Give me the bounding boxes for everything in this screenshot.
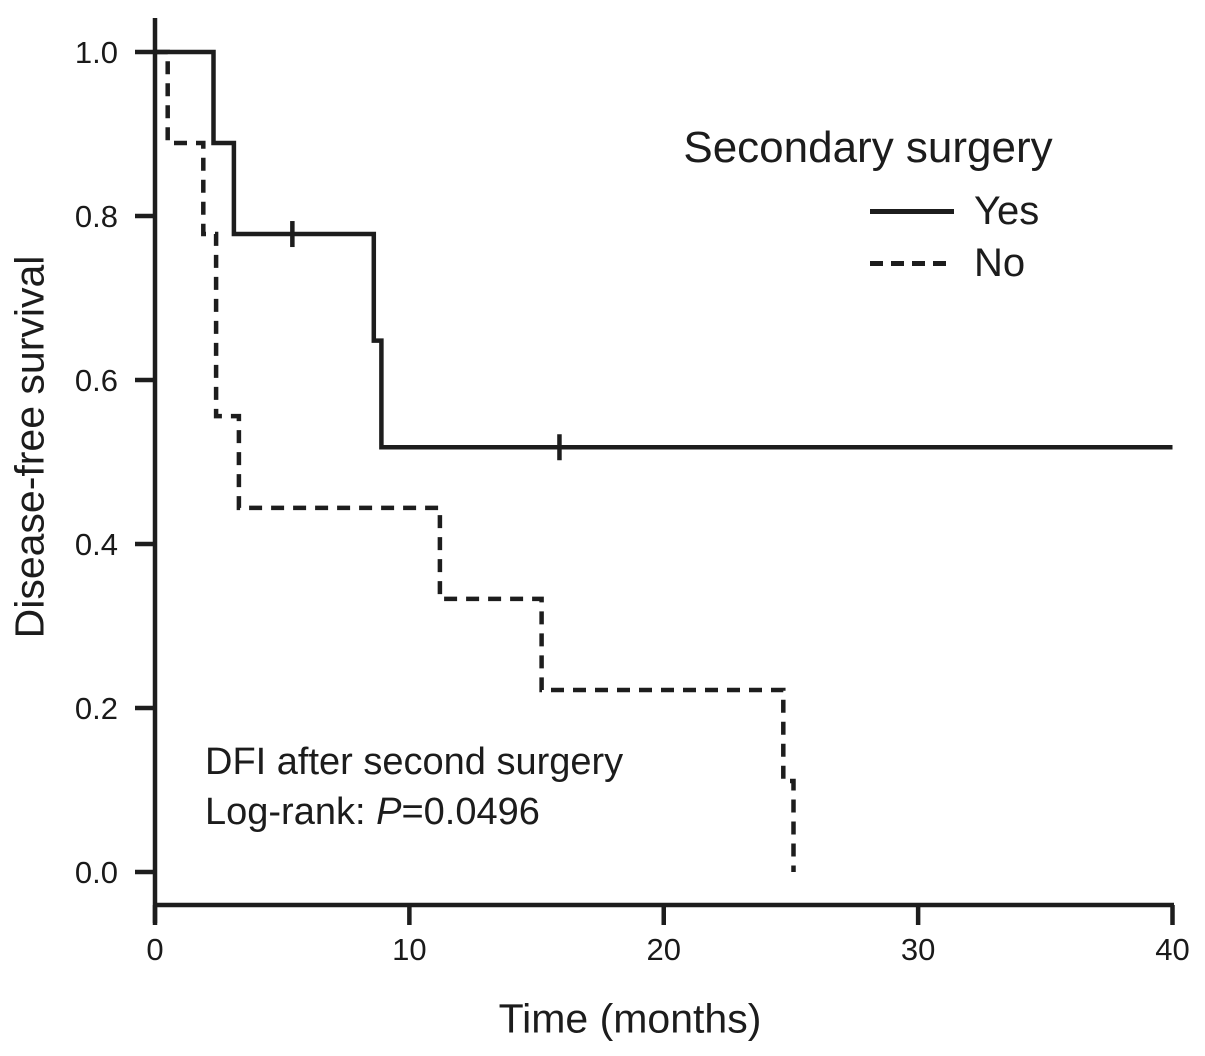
legend-label-yes: Yes: [974, 188, 1040, 233]
y-tick-label: 0.0: [75, 855, 118, 890]
x-tick-label: 10: [392, 932, 426, 967]
y-tick-label: 0.2: [75, 691, 118, 726]
legend-entry-no: No: [870, 240, 1025, 286]
legend-title: Secondary surgery: [683, 123, 1053, 172]
legend-entry-yes: Yes: [870, 188, 1039, 234]
annotation-line2: Log-rank: P=0.0496: [205, 787, 623, 837]
x-tick-label: 0: [146, 932, 163, 967]
y-axis-title: Disease-free survival: [6, 255, 53, 639]
y-tick-label: 0.4: [75, 527, 118, 562]
x-axis-title: Time (months): [498, 995, 762, 1042]
dashed-line-sample: [870, 260, 954, 266]
annotation-line1: DFI after second surgery: [205, 741, 624, 783]
survival-curve-no: [155, 49, 796, 872]
x-tick-label: 30: [901, 932, 935, 967]
survival-curve-yes: [155, 49, 1173, 450]
y-tick-label: 0.8: [75, 199, 118, 234]
annotation-p-value: =0.0496: [401, 791, 540, 833]
annotation-p-symbol: P: [376, 791, 402, 833]
x-tick-label: 40: [1155, 932, 1189, 967]
legend-label-no: No: [974, 240, 1026, 285]
annotation-block: DFI after second surgery Log-rank: P=0.0…: [205, 737, 623, 837]
x-tick-label: 20: [647, 932, 681, 967]
y-tick-label: 0.6: [75, 363, 118, 398]
annotation-logrank-prefix: Log-rank:: [205, 791, 377, 833]
solid-line-sample: [870, 208, 954, 214]
y-tick-label: 1.0: [75, 35, 118, 70]
